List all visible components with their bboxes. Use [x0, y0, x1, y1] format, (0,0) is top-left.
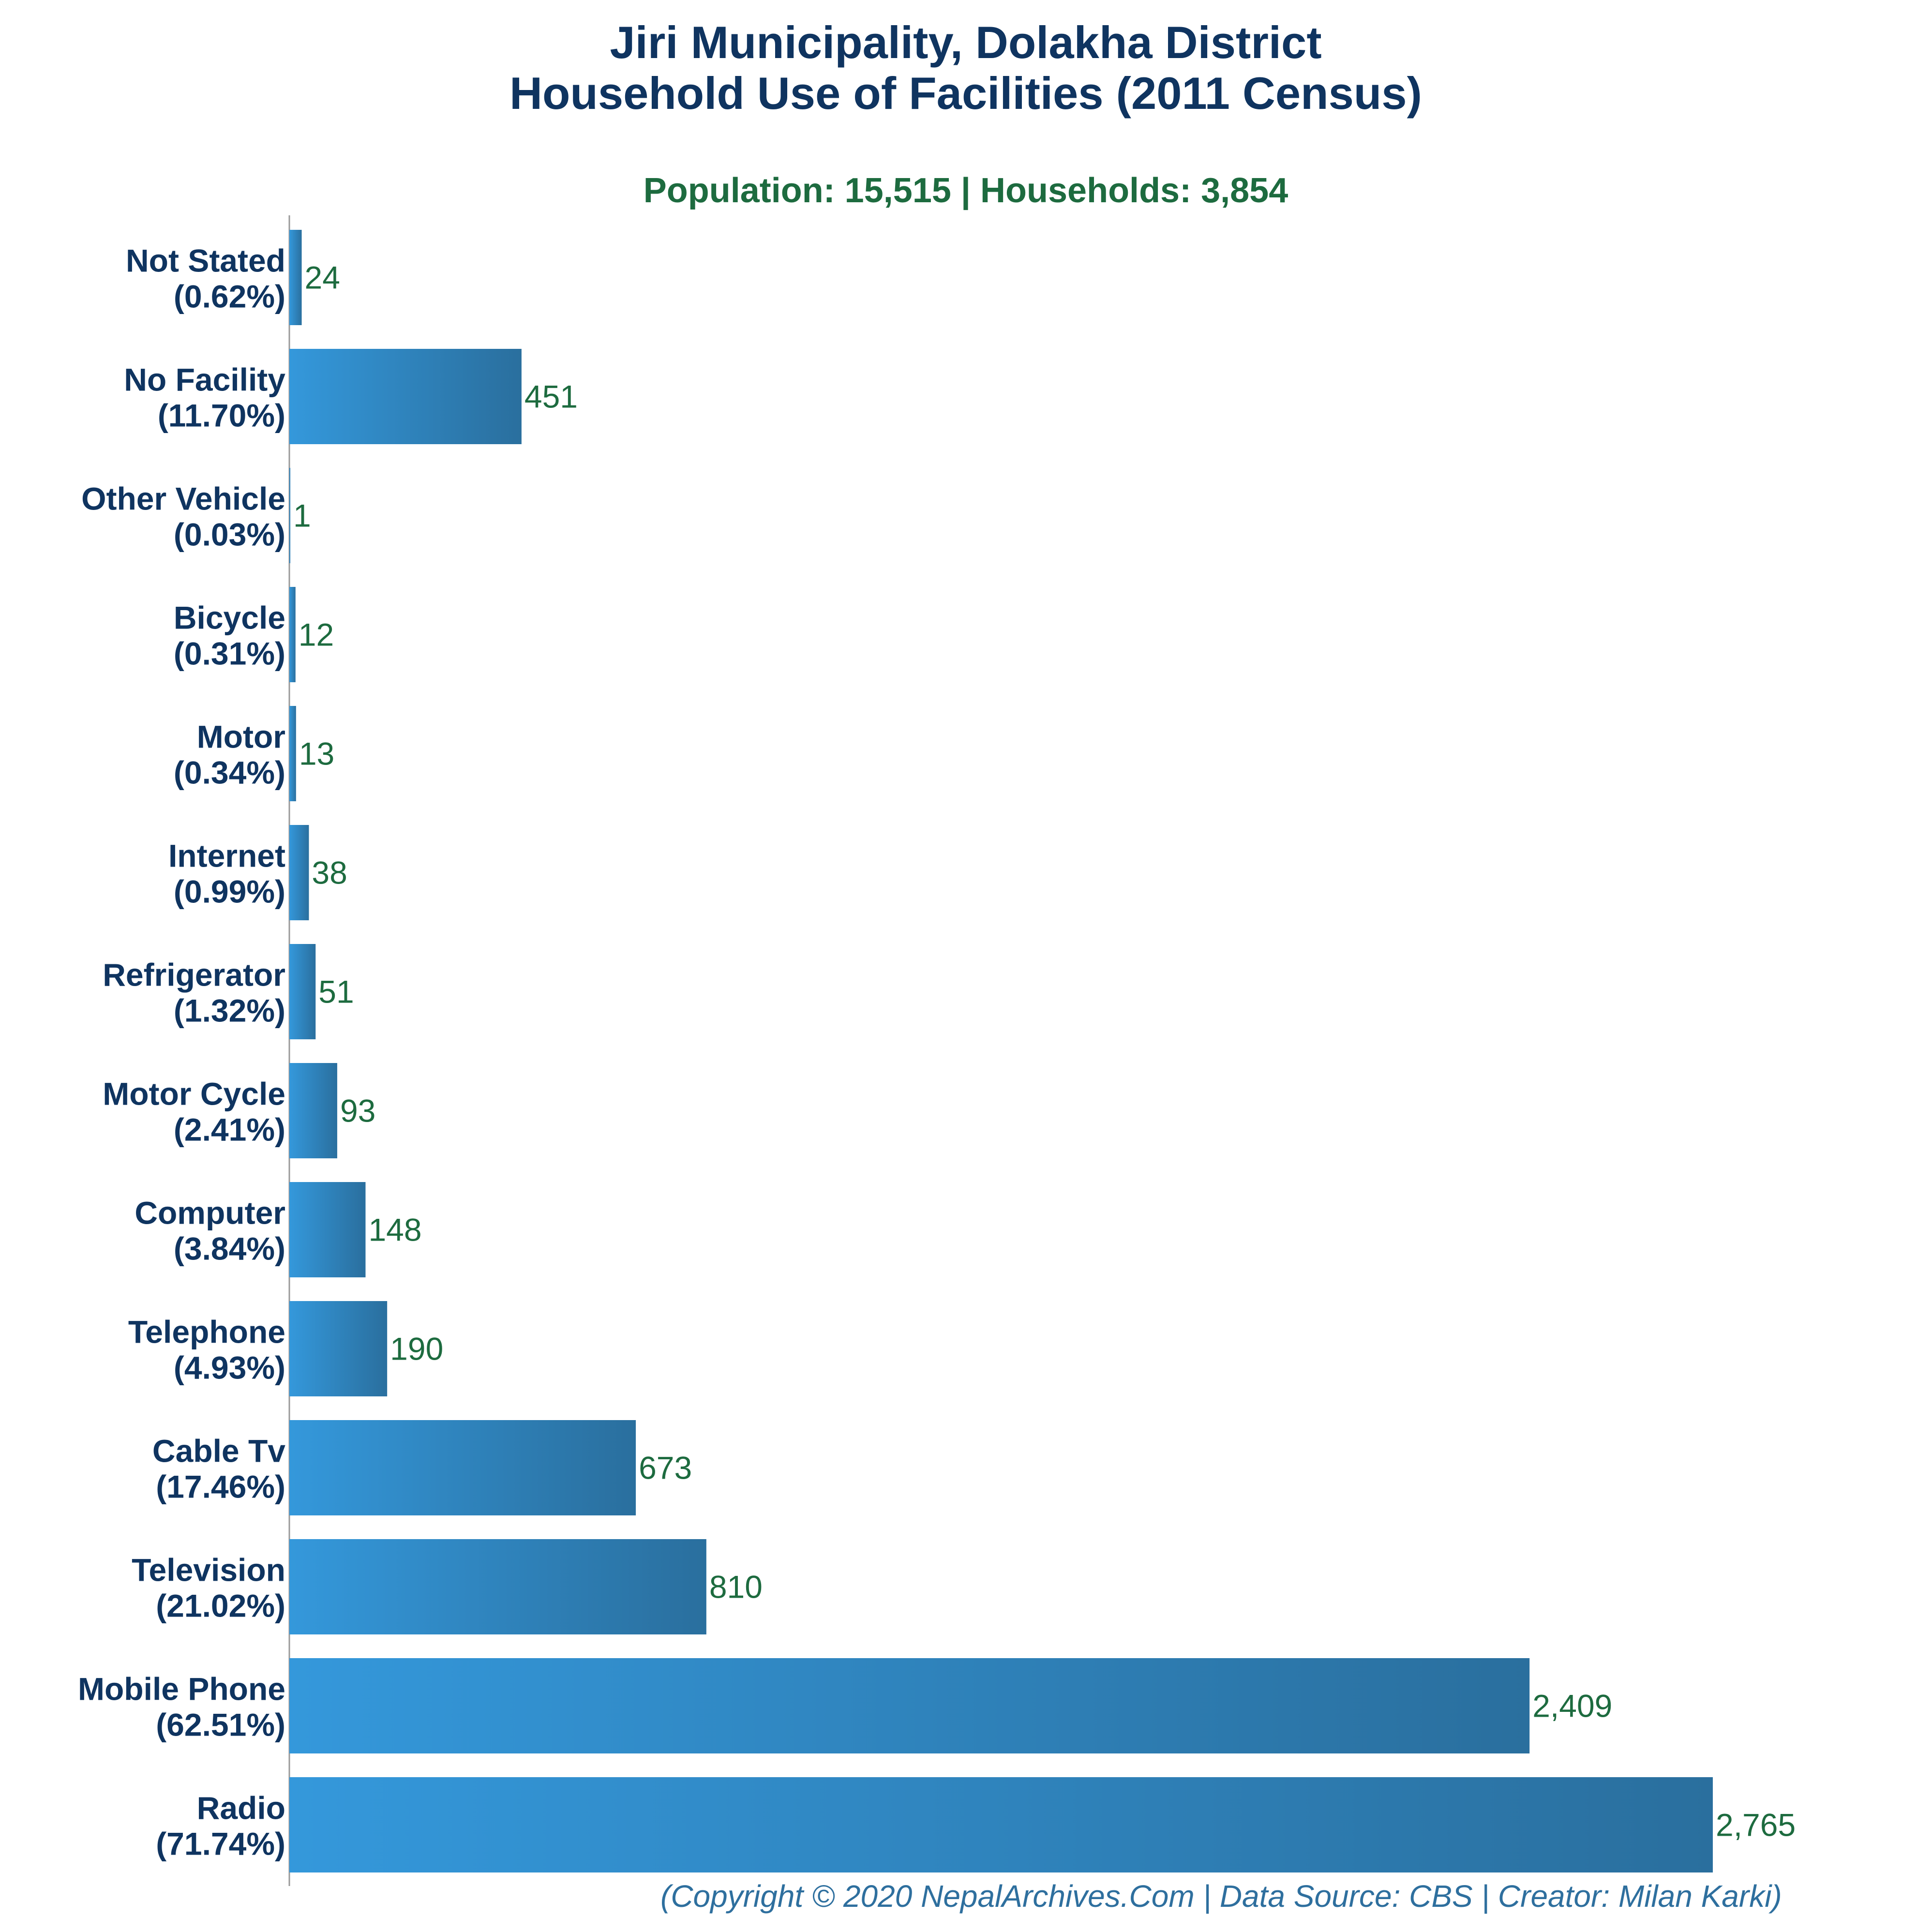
percent-label-motor: (0.34%): [174, 755, 285, 791]
percent-label-not-stated: (0.62%): [174, 279, 285, 315]
bar-motor: [289, 706, 296, 801]
bar-computer: [289, 1182, 366, 1277]
bar-cable-tv: [289, 1420, 636, 1515]
category-label-internet: Internet: [168, 838, 285, 874]
category-label-telephone: Telephone: [128, 1314, 285, 1350]
category-label-television: Television: [132, 1552, 285, 1588]
bar-mobile-phone: [289, 1658, 1530, 1753]
category-label-not-stated: Not Stated: [126, 243, 285, 279]
bar-bicycle: [289, 587, 296, 682]
value-label-television: 810: [709, 1569, 763, 1605]
category-label-refrigerator: Refrigerator: [103, 957, 285, 993]
value-label-cable-tv: 673: [639, 1450, 692, 1486]
category-label-bicycle: Bicycle: [174, 600, 285, 636]
value-label-bicycle: 12: [299, 617, 334, 653]
bar-refrigerator: [289, 944, 316, 1039]
bar-radio: [289, 1777, 1713, 1872]
percent-label-computer: (3.84%): [174, 1231, 285, 1267]
value-label-computer: 148: [368, 1212, 421, 1248]
percent-label-other-vehicle: (0.03%): [174, 517, 285, 553]
percent-label-television: (21.02%): [156, 1588, 285, 1624]
value-label-other-vehicle: 1: [293, 498, 311, 534]
chart-title: Jiri Municipality, Dolakha District: [610, 17, 1321, 68]
category-label-other-vehicle: Other Vehicle: [81, 481, 285, 517]
bar-not-stated: [289, 230, 302, 325]
bar-motor-cycle: [289, 1063, 337, 1158]
bar-internet: [289, 825, 309, 920]
value-label-not-stated: 24: [305, 260, 340, 296]
category-label-no-facility: No Facility: [124, 362, 285, 398]
percent-label-refrigerator: (1.32%): [174, 993, 285, 1029]
category-label-mobile-phone: Mobile Phone: [78, 1671, 285, 1707]
percent-label-internet: (0.99%): [174, 874, 285, 910]
value-label-telephone: 190: [390, 1331, 443, 1367]
value-label-no-facility: 451: [524, 379, 578, 415]
percent-label-bicycle: (0.31%): [174, 636, 285, 672]
bar-television: [289, 1539, 706, 1634]
chart-footer: (Copyright © 2020 NepalArchives.Com | Da…: [660, 1879, 1782, 1914]
percent-label-radio: (71.74%): [156, 1826, 285, 1862]
percent-label-motor-cycle: (2.41%): [174, 1112, 285, 1148]
percent-label-telephone: (4.93%): [174, 1350, 285, 1386]
bars-group: Not Stated(0.62%) 24 No Facility(11.70%) 45…: [78, 230, 1796, 1872]
bar-no-facility: [289, 349, 522, 444]
value-label-motor: 13: [299, 736, 334, 772]
value-label-radio: 2,765: [1716, 1807, 1796, 1843]
value-label-mobile-phone: 2,409: [1532, 1688, 1612, 1724]
bar-telephone: [289, 1301, 388, 1396]
bar-other-vehicle: [289, 468, 290, 563]
value-label-refrigerator: 51: [318, 974, 354, 1010]
category-label-radio: Radio: [197, 1790, 285, 1826]
chart-title-line2: Household Use of Facilities (2011 Census…: [509, 68, 1422, 119]
category-label-motor: Motor: [197, 719, 285, 755]
category-label-cable-tv: Cable Tv: [152, 1433, 285, 1469]
value-label-motor-cycle: 93: [340, 1093, 375, 1129]
percent-label-cable-tv: (17.46%): [156, 1469, 285, 1505]
percent-label-no-facility: (11.70%): [158, 398, 285, 434]
value-label-internet: 38: [312, 855, 347, 891]
category-label-motor-cycle: Motor Cycle: [103, 1076, 285, 1112]
percent-label-mobile-phone: (62.51%): [156, 1707, 285, 1743]
category-label-computer: Computer: [135, 1195, 285, 1231]
chart-subtitle: Population: 15,515 | Households: 3,854: [644, 171, 1288, 210]
